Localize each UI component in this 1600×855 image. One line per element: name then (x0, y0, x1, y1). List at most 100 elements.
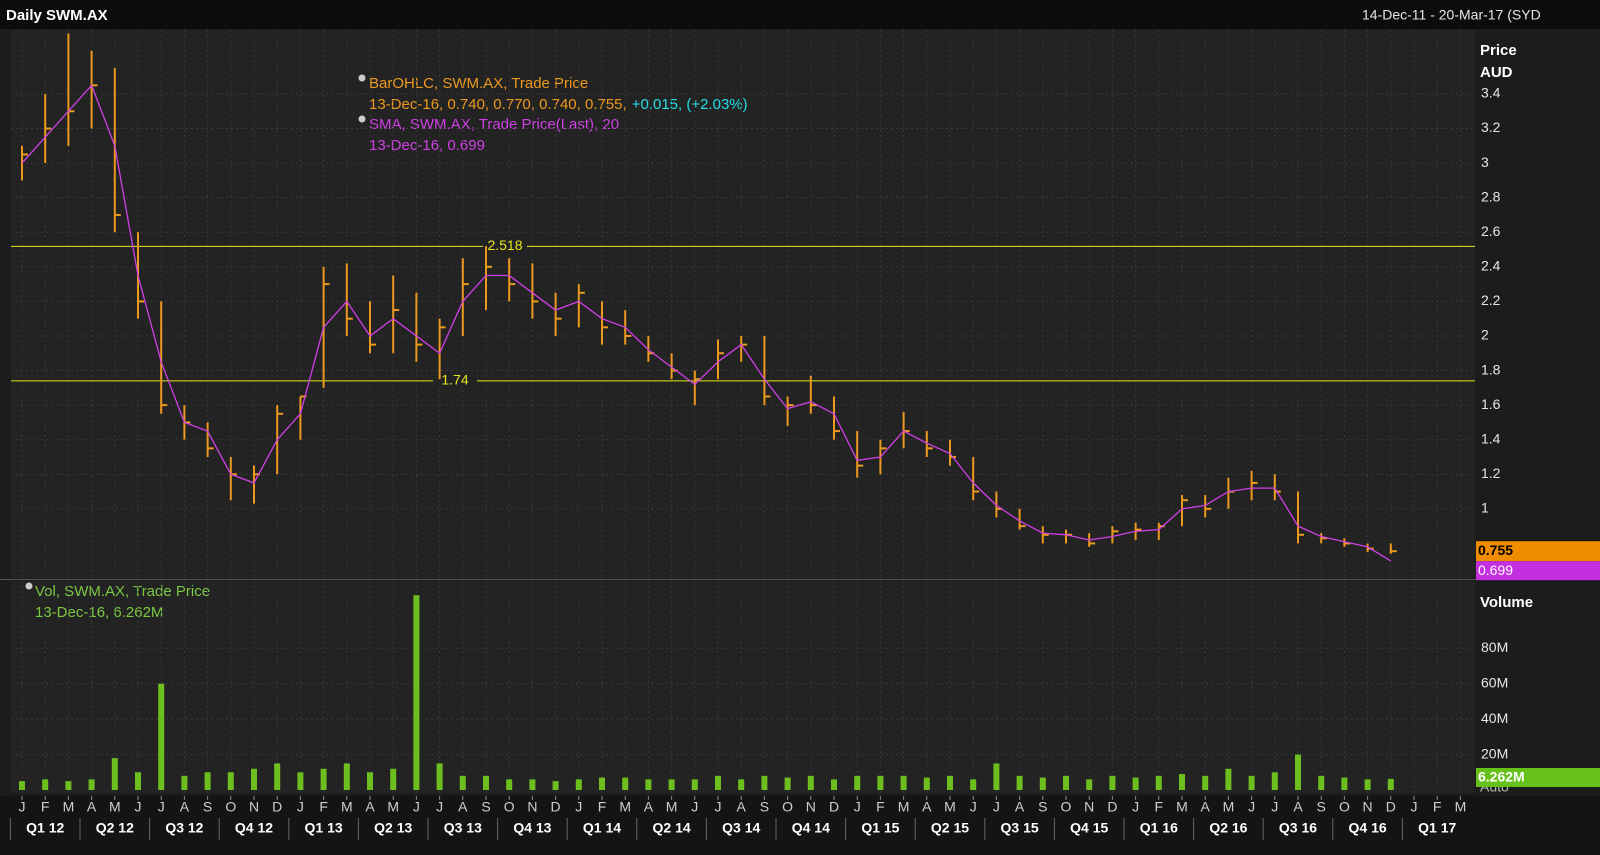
y-tick-label: 20M (1481, 745, 1508, 761)
legend-icon (25, 582, 33, 590)
x-tick-label: F (876, 799, 885, 815)
volume-bar (947, 775, 953, 790)
volume-bar (761, 775, 768, 790)
volume-bar (1179, 774, 1185, 790)
x-tick-label: F (1433, 799, 1442, 815)
y-tick-label: 2.6 (1481, 223, 1501, 239)
x-tick-label: O (225, 799, 236, 815)
x-tick-label: J (297, 799, 304, 815)
x-tick-label: S (1038, 799, 1047, 815)
volume-bar (1132, 777, 1139, 790)
legend-title: Vol, SWM.AX, Trade Price (35, 583, 210, 600)
x-tick-label: J (19, 799, 26, 815)
volume-bar (506, 779, 513, 790)
x-tick-label: S (760, 799, 769, 815)
x-tick-label: M (1176, 799, 1188, 815)
x-tick-label: J (1132, 799, 1139, 815)
x-tick-label: M (341, 799, 353, 815)
volume-bar (181, 775, 188, 790)
x-tick-label: M (387, 799, 399, 815)
x-tick-label: M (109, 799, 121, 815)
volume-bar (1341, 777, 1348, 790)
volume-bar (343, 763, 350, 790)
volume-bar (227, 772, 234, 790)
volume-bar (65, 781, 72, 790)
x-tick-label: J (691, 799, 698, 815)
last-sma: 0.699 (1478, 562, 1513, 578)
y-tick-label: 80M (1481, 639, 1508, 655)
x-tick-label: N (527, 799, 537, 815)
quarter-label: Q1 16 (1140, 820, 1178, 836)
quarter-label: Q2 14 (653, 820, 691, 836)
volume-bar (784, 777, 791, 790)
x-tick-label: D (1386, 799, 1396, 815)
volume-bar (19, 781, 25, 790)
last-volume-box (1476, 768, 1600, 787)
x-tick-label: M (1455, 799, 1467, 815)
y-tick-label: 1.4 (1481, 430, 1501, 446)
legend-icon (358, 115, 366, 123)
y-tick-label: 2.8 (1481, 188, 1501, 204)
volume-bar (297, 772, 304, 790)
x-tick-label: M (619, 799, 631, 815)
volume-bar (1109, 775, 1116, 790)
y-tick-label: 2.2 (1481, 292, 1501, 308)
volume-bar (42, 779, 49, 790)
last-sma-box (1476, 561, 1600, 581)
volume-bar (877, 775, 884, 790)
y-tick-label: 40M (1481, 710, 1508, 726)
volume-bar (738, 779, 745, 790)
volume-bar (575, 779, 582, 790)
y-label: Price (1480, 42, 1517, 59)
volume-bar (413, 595, 420, 790)
reference-label-bg (433, 371, 477, 390)
quarter-label: Q1 14 (583, 820, 621, 836)
quarter-label: Q2 13 (374, 820, 412, 836)
y-tick-label: 1.6 (1481, 396, 1501, 412)
volume-bar (645, 779, 652, 790)
reference-label: 2.518 (487, 237, 522, 253)
y-tick-label: 3.2 (1481, 119, 1501, 135)
volume-bar (1364, 779, 1371, 790)
y-tick-label: 2 (1481, 327, 1489, 343)
quarter-label: Q1 13 (305, 820, 343, 836)
volume-bar (483, 775, 489, 790)
quarter-label: Q2 15 (931, 820, 969, 836)
x-tick-label: S (481, 799, 490, 815)
x-tick-label: D (1107, 799, 1117, 815)
x-tick-label: J (993, 799, 1000, 815)
legend-detail: 13-Dec-16, 6.262M (35, 604, 163, 621)
legend-title: SMA, SWM.AX, Trade Price(Last), 20 (369, 116, 619, 133)
last-price: 0.755 (1478, 542, 1513, 558)
volume-bar (1318, 775, 1325, 790)
x-tick-label: J (575, 799, 582, 815)
volume-bar (1295, 754, 1301, 790)
x-tick-label: A (365, 799, 375, 815)
volume-bar (135, 772, 141, 790)
volume-bar (111, 758, 118, 790)
volume-bar (88, 779, 95, 790)
volume-bar (668, 779, 675, 790)
x-tick-label: A (1201, 799, 1211, 815)
quarter-label: Q3 16 (1279, 820, 1317, 836)
x-tick-label: A (180, 799, 190, 815)
x-tick-label: S (1317, 799, 1326, 815)
x-tick-label: D (829, 799, 839, 815)
volume-bar (158, 683, 165, 790)
x-tick-label: M (1223, 799, 1235, 815)
legend-icon (358, 74, 366, 82)
x-tick-label: N (249, 799, 259, 815)
volume-bar (1039, 777, 1046, 790)
volume-bar (529, 779, 536, 790)
volume-bar (691, 779, 698, 790)
volume-bar (251, 768, 257, 790)
x-tick-label: A (644, 799, 654, 815)
x-tick-label: J (1271, 799, 1278, 815)
legend-detail: 13-Dec-16, 0.699 (369, 137, 485, 154)
volume-bar (459, 775, 466, 790)
volume-bar (1225, 768, 1232, 790)
date-range: 14-Dec-11 - 20-Mar-17 (SYD (1362, 7, 1541, 23)
x-tick-label: O (504, 799, 515, 815)
volume-bar (993, 763, 1000, 790)
